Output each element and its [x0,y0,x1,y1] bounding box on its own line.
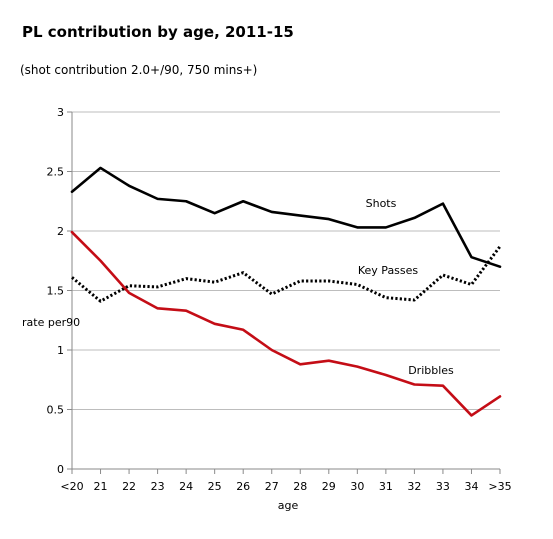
x-tick-label: 26 [236,480,250,493]
series-line-dribbles [70,230,502,417]
y-tick-label: 0.5 [47,404,65,417]
x-tick-label: 33 [436,480,450,493]
y-tick-label: 0 [57,463,64,476]
chart-subtitle: (shot contribution 2.0+/90, 750 mins+) [20,63,257,77]
series-line-key-passes [71,245,502,303]
series-labels: Shots Key Passes Dribbles [358,197,454,377]
axes [67,111,501,474]
series-label-shots: Shots [366,197,397,210]
x-tick-label: 34 [464,480,478,493]
x-tick-label: 27 [265,480,279,493]
y-tick-label: 1.5 [47,285,65,298]
x-tick-label: 25 [208,480,222,493]
x-tick-label: 31 [379,480,393,493]
x-tick-label: 28 [293,480,307,493]
series-label-dribbles: Dribbles [408,364,454,377]
x-tick-labels: <20 21 22 23 24 25 26 27 28 29 30 31 32 33 34 >35 [60,480,511,493]
series-label-key-passes: Key Passes [358,264,419,277]
x-tick-label: 30 [350,480,364,493]
x-tick-label: 22 [122,480,136,493]
x-tick-label: 23 [151,480,165,493]
x-axis-title: age [278,499,299,512]
chart-title: PL contribution by age, 2011-15 [22,23,294,41]
x-tick-label: <20 [60,480,83,493]
x-tick-label: 21 [94,480,108,493]
y-tick-label: 3 [57,106,64,119]
y-axis-title: rate per90 [22,316,80,329]
x-tick-label: 29 [322,480,336,493]
gridlines [72,111,500,410]
x-tick-label: >35 [488,480,511,493]
y-tick-label: 1 [57,344,64,357]
series-line-shots [70,166,502,269]
series-lines [70,166,502,417]
x-tick-label: 24 [179,480,193,493]
x-tick-label: 32 [407,480,421,493]
y-tick-label: 2 [57,225,64,238]
y-tick-labels: 0 0.5 1 1.5 2 2.5 3 [47,106,65,476]
y-tick-label: 2.5 [47,166,65,179]
